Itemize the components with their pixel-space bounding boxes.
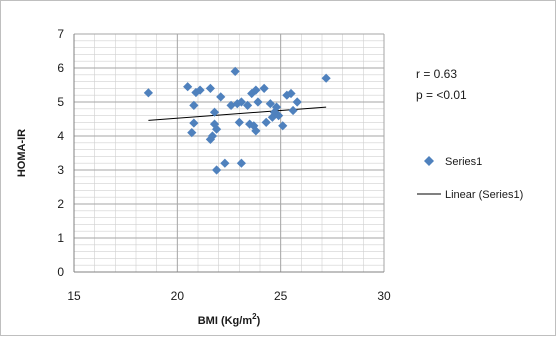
data-point bbox=[212, 165, 222, 175]
data-point bbox=[195, 85, 205, 95]
x-tick-labels: 15 20 25 30 bbox=[67, 289, 391, 303]
data-points bbox=[143, 66, 331, 175]
annotation-r-value: r = 0.63 bbox=[416, 67, 457, 81]
data-point bbox=[189, 100, 199, 110]
data-point bbox=[286, 88, 296, 99]
x-axis-title: BMI (Kg/m2) bbox=[198, 312, 261, 327]
data-point bbox=[205, 83, 215, 93]
data-point bbox=[321, 73, 331, 83]
data-point bbox=[251, 126, 261, 136]
y-tick-label: 6 bbox=[57, 61, 64, 75]
data-point bbox=[288, 105, 298, 116]
data-point bbox=[207, 131, 218, 141]
legend-trendline-label: Linear (Series1) bbox=[445, 189, 523, 201]
data-point bbox=[265, 99, 275, 109]
linear-trendline bbox=[148, 106, 327, 121]
y-tick-label: 0 bbox=[57, 265, 64, 279]
data-point bbox=[212, 124, 222, 134]
data-point bbox=[183, 82, 193, 92]
x-tick-label: 30 bbox=[377, 289, 391, 303]
data-point bbox=[278, 121, 288, 131]
y-tick-label: 2 bbox=[57, 197, 64, 211]
legend: Series1 Linear (Series1) bbox=[417, 156, 523, 201]
y-tick-label: 3 bbox=[57, 163, 64, 177]
y-tick-label: 1 bbox=[57, 231, 64, 245]
data-point bbox=[187, 128, 197, 138]
data-point bbox=[243, 100, 253, 110]
data-point bbox=[251, 85, 261, 95]
x-tick-label: 20 bbox=[171, 289, 185, 303]
data-point bbox=[274, 111, 284, 121]
data-point bbox=[259, 83, 269, 93]
data-point bbox=[143, 88, 153, 98]
legend-series1-marker bbox=[424, 156, 434, 166]
scatter-chart: 15 20 25 30 0 1 2 3 4 5 6 7 BMI (Kg/m2) HOMA-IR r … bbox=[16, 27, 523, 327]
data-point bbox=[261, 117, 271, 127]
y-axis-title: HOMA-IR bbox=[16, 129, 28, 177]
data-point bbox=[292, 97, 302, 107]
y-tick-labels: 0 1 2 3 4 5 6 7 bbox=[57, 27, 64, 279]
data-point bbox=[220, 158, 230, 168]
data-point bbox=[230, 66, 240, 76]
data-point bbox=[267, 112, 277, 122]
data-point bbox=[189, 118, 199, 128]
x-tick-label: 15 bbox=[67, 289, 81, 303]
legend-series1-label: Series1 bbox=[445, 156, 482, 168]
y-tick-label: 4 bbox=[57, 129, 64, 143]
data-point bbox=[234, 117, 244, 127]
annotation-p-value: p = <0.01 bbox=[416, 88, 467, 102]
y-tick-label: 5 bbox=[57, 95, 64, 109]
data-point bbox=[271, 102, 282, 112]
x-tick-label: 25 bbox=[274, 289, 288, 303]
data-point bbox=[209, 107, 220, 117]
data-point bbox=[253, 97, 263, 107]
data-point bbox=[216, 92, 226, 102]
data-point bbox=[282, 90, 292, 100]
data-point bbox=[236, 158, 246, 168]
y-tick-label: 7 bbox=[57, 27, 64, 41]
data-point bbox=[236, 97, 246, 107]
plot-area bbox=[74, 34, 384, 272]
